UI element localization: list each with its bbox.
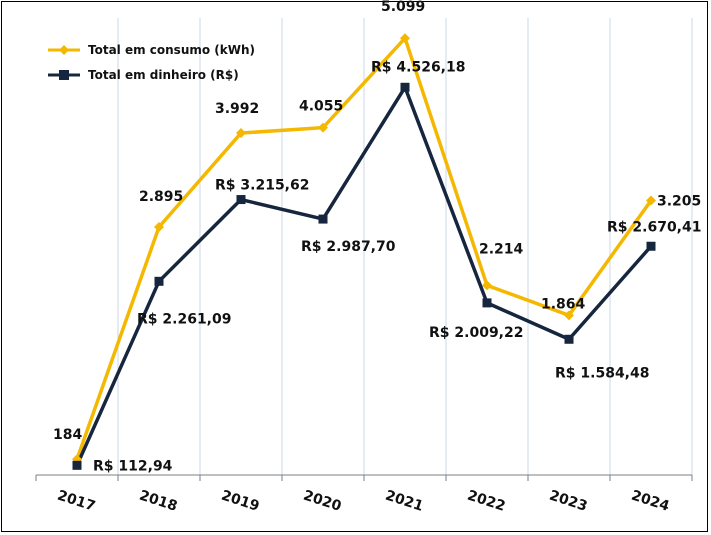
dinheiro-data-label: R$ 3.215,62 bbox=[215, 178, 309, 194]
x-tick-label: 2020 bbox=[301, 488, 343, 515]
series-lines bbox=[75, 36, 653, 467]
consumo-point bbox=[646, 195, 656, 206]
x-tick-label: 2024 bbox=[629, 488, 671, 515]
legend-label-dinheiro: Total em dinheiro (R$) bbox=[88, 68, 239, 82]
consumo-data-label: 5.099 bbox=[381, 0, 425, 15]
consumo-data-label: 3.205 bbox=[657, 193, 701, 209]
dinheiro-point bbox=[482, 298, 492, 308]
consumo-point bbox=[318, 122, 328, 133]
legend-label-consumo: Total em consumo (kWh) bbox=[88, 43, 255, 57]
consumo-point bbox=[154, 222, 164, 233]
consumo-point bbox=[400, 33, 410, 44]
dinheiro-data-label: R$ 2.009,22 bbox=[429, 325, 523, 341]
x-tick-label: 2017 bbox=[55, 488, 97, 515]
legend-item-dinheiro: Total em dinheiro (R$) bbox=[48, 68, 239, 82]
grid-lines bbox=[117, 18, 693, 475]
consumo-data-label: 184 bbox=[53, 427, 82, 443]
x-tick-label: 2018 bbox=[137, 488, 179, 515]
dinheiro-data-label: R$ 4.526,18 bbox=[371, 59, 465, 75]
diamond-marker-icon bbox=[59, 45, 69, 55]
dinheiro-point bbox=[154, 276, 164, 286]
series-markers bbox=[72, 33, 656, 470]
consumo-point bbox=[236, 128, 246, 139]
square-marker-icon bbox=[59, 70, 69, 80]
dinheiro-data-label: R$ 2.261,09 bbox=[137, 311, 231, 327]
x-tick-label: 2023 bbox=[547, 488, 589, 515]
dinheiro-data-label: R$ 1.584,48 bbox=[555, 365, 649, 381]
x-axis bbox=[35, 474, 693, 481]
x-tick-label: 2022 bbox=[465, 488, 507, 515]
dinheiro-point bbox=[400, 82, 410, 92]
consumo-data-label: 2.895 bbox=[139, 189, 183, 205]
dinheiro-point bbox=[564, 334, 574, 344]
x-tick-labels: 2017 2018 2019 2020 2021 2022 2023 2024 bbox=[55, 488, 671, 515]
data-labels: 184 2.895 3.992 4.055 5.099 2.214 1.864 3.205 R$… bbox=[53, 0, 701, 474]
dinheiro-data-label: R$ 112,94 bbox=[93, 458, 173, 474]
series-line-consumo bbox=[75, 36, 653, 460]
legend-item-consumo: Total em consumo (kWh) bbox=[48, 43, 255, 57]
consumo-point bbox=[564, 310, 574, 321]
consumo-data-label: 4.055 bbox=[299, 99, 343, 115]
dinheiro-point bbox=[236, 195, 246, 205]
dinheiro-point bbox=[318, 214, 328, 224]
legend: Total em consumo (kWh) Total em dinheiro… bbox=[48, 43, 255, 82]
x-tick-label: 2021 bbox=[383, 488, 425, 515]
series-line-dinheiro bbox=[75, 85, 653, 467]
dinheiro-point bbox=[646, 241, 656, 251]
dinheiro-data-label: R$ 2.987,70 bbox=[301, 239, 396, 255]
dinheiro-point bbox=[72, 460, 82, 470]
consumo-data-label: 3.992 bbox=[215, 101, 259, 117]
consumo-data-label: 2.214 bbox=[479, 241, 524, 257]
x-tick-label: 2019 bbox=[219, 488, 261, 515]
consumo-data-label: 1.864 bbox=[541, 296, 586, 312]
dinheiro-data-label: R$ 2.670,41 bbox=[607, 219, 701, 235]
consumo-point bbox=[482, 280, 492, 291]
